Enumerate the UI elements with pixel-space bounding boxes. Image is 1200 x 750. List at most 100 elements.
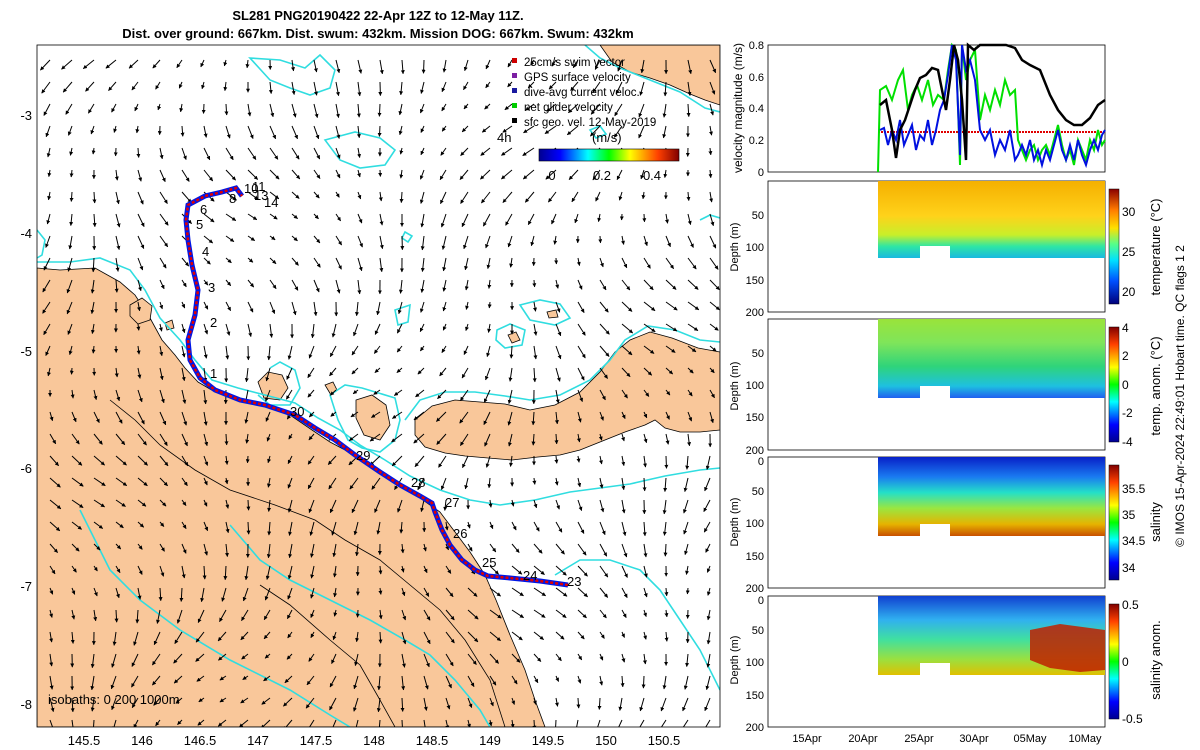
velocity-arrow (49, 433, 57, 445)
velocity-arrow (687, 345, 697, 353)
velocity-arrow (354, 653, 359, 666)
velocity-arrow (288, 543, 293, 559)
velocity-arrow (331, 323, 337, 338)
velocity-arrow (683, 675, 689, 690)
depth-tick: 100 (746, 380, 764, 392)
velocity-arrow (181, 477, 188, 487)
velocity-arrow (665, 279, 677, 290)
velocity-arrow (131, 81, 139, 91)
velocity-arrow (401, 675, 406, 691)
velocity-arrow (197, 609, 205, 623)
velocity-arrow (291, 257, 299, 266)
velocity-arrow (665, 411, 670, 420)
velocity-arrow (286, 367, 293, 380)
velocity-arrow (599, 257, 604, 268)
velocity-arrow (49, 631, 54, 643)
map-y-ticks: -3 -4 -5 -6 -7 -8 (20, 108, 32, 712)
velocity-arrow (291, 279, 299, 291)
velocity-arrow (217, 631, 227, 642)
velocity-arrow (291, 147, 300, 160)
velocity-arrow (357, 59, 363, 74)
velocity-arrow (242, 675, 249, 681)
velocity-arrow (45, 125, 51, 138)
velocity-arrow (376, 697, 381, 713)
velocity-arrow (683, 521, 689, 535)
velocity-arrow (379, 59, 384, 75)
velocity-ylabel: velocity magnitude (m/s) (731, 43, 745, 173)
velocity-arrow (401, 587, 406, 597)
velocity-arrow (465, 301, 470, 310)
velocity-arrow (378, 565, 383, 575)
velocity-arrow (313, 81, 318, 96)
velocity-arrow (553, 235, 558, 245)
velocity-arrow (511, 521, 517, 531)
velocity-arrow (267, 455, 272, 464)
velocity-arrow (419, 103, 425, 114)
velocity-arrow (440, 213, 447, 228)
velocity-arrow (265, 565, 271, 580)
velocity-arrow (152, 59, 161, 69)
velocity-arrow (313, 147, 321, 160)
velocity-arrow (353, 323, 359, 337)
velocity-arrow (351, 345, 359, 356)
velocity-arrow (378, 631, 383, 644)
isobath-label: isobaths: 0 200 1000m (48, 692, 180, 707)
velocity-arrow (638, 125, 645, 139)
velocity-arrow (203, 235, 214, 244)
velocity-arrow (310, 323, 315, 339)
velocity-arrow (420, 147, 425, 156)
velocity-arrow (49, 477, 61, 488)
day-label-25: 25 (482, 555, 496, 570)
depth-tick: 100 (746, 518, 764, 530)
velocity-arrow (159, 433, 168, 446)
velocity-arrow (489, 565, 499, 575)
velocity-arrow (90, 279, 95, 294)
velocity-arrow (70, 697, 75, 713)
velocity-arrow (137, 279, 142, 292)
velocity-arrow (507, 433, 513, 447)
velocity-arrow (137, 367, 142, 379)
velocity-arrow (135, 609, 140, 624)
depth-label-sal: Depth (m) (729, 498, 741, 547)
velocity-arrow (269, 301, 276, 314)
velocity-arrow (686, 191, 691, 201)
colorbar-tick-0: 0 (548, 168, 555, 183)
velocity-arrow (308, 653, 315, 662)
velocity-arrow (599, 499, 605, 513)
velocity-arrow (568, 103, 579, 114)
colorbar-unit: (m/s) (592, 130, 622, 145)
velocity-arrow (90, 675, 95, 691)
velocity-arrow (621, 631, 625, 638)
velocity-arrow (225, 191, 237, 201)
velocity-arrow (487, 301, 492, 309)
map-xtick: 145.5 (68, 733, 101, 748)
map-ytick: -5 (20, 344, 32, 359)
time-axis: 15Apr 20Apr 25Apr 30Apr 05May 10May (792, 733, 1102, 745)
velocity-arrow (413, 433, 425, 444)
velocity-arrow (523, 125, 535, 134)
velocity-arrow (224, 103, 229, 116)
velocity-arrow (531, 411, 536, 426)
velocity-arrow (705, 455, 711, 470)
velocity-arrow (419, 323, 425, 333)
velocity-arrow (396, 345, 403, 353)
velocity-arrow (247, 125, 254, 139)
velocity-arrow (522, 147, 535, 157)
velocity-arrow (533, 631, 544, 640)
velocity-arrow (555, 279, 560, 289)
velocity-arrow (263, 675, 271, 682)
velocity-arrow (663, 169, 668, 178)
velocity-arrow (441, 235, 447, 250)
velocity-arrow (685, 653, 690, 667)
velocity-arrow (128, 59, 139, 69)
velocity-arrow (555, 587, 568, 597)
velocity-arrow (592, 81, 601, 93)
temperature-panel: 20 25 30 temperature (°C) (767, 180, 1163, 313)
velocity-arrow (333, 609, 338, 617)
velocity-arrow (576, 455, 581, 463)
velocity-arrow (203, 521, 209, 532)
velocity-arrow (195, 631, 205, 643)
velocity-arrow (420, 235, 425, 251)
velocity-arrow (49, 609, 54, 618)
velocity-arrow (480, 169, 491, 180)
